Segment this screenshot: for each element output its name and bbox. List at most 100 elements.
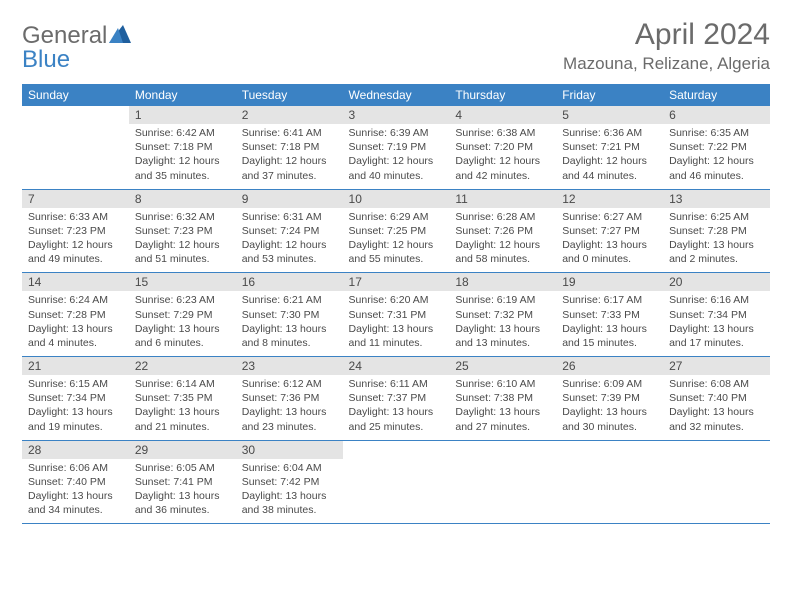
sunset-text: Sunset: 7:31 PM — [349, 308, 444, 322]
day-info: Sunrise: 6:15 AMSunset: 7:34 PMDaylight:… — [22, 375, 129, 440]
daylight-text: Daylight: 12 hours and 35 minutes. — [135, 154, 230, 182]
day-number: 12 — [556, 190, 663, 208]
day-number: 26 — [556, 357, 663, 375]
sunrise-text: Sunrise: 6:39 AM — [349, 126, 444, 140]
calendar-cell: 1Sunrise: 6:42 AMSunset: 7:18 PMDaylight… — [129, 106, 236, 189]
calendar-cell: 20Sunrise: 6:16 AMSunset: 7:34 PMDayligh… — [663, 273, 770, 357]
brand-logo: General Blue — [22, 24, 131, 72]
sunset-text: Sunset: 7:28 PM — [669, 224, 764, 238]
sunrise-text: Sunrise: 6:04 AM — [242, 461, 337, 475]
sunset-text: Sunset: 7:40 PM — [669, 391, 764, 405]
day-info: Sunrise: 6:16 AMSunset: 7:34 PMDaylight:… — [663, 291, 770, 356]
weekday-header: Thursday — [449, 84, 556, 106]
sunset-text: Sunset: 7:35 PM — [135, 391, 230, 405]
calendar-cell: 13Sunrise: 6:25 AMSunset: 7:28 PMDayligh… — [663, 189, 770, 273]
sunset-text: Sunset: 7:20 PM — [455, 140, 550, 154]
daylight-text: Daylight: 13 hours and 23 minutes. — [242, 405, 337, 433]
day-number: 28 — [22, 441, 129, 459]
month-title: April 2024 — [563, 18, 770, 52]
calendar-cell — [343, 440, 450, 524]
sunrise-text: Sunrise: 6:25 AM — [669, 210, 764, 224]
location-text: Mazouna, Relizane, Algeria — [563, 54, 770, 74]
calendar-cell: 7Sunrise: 6:33 AMSunset: 7:23 PMDaylight… — [22, 189, 129, 273]
day-info: Sunrise: 6:17 AMSunset: 7:33 PMDaylight:… — [556, 291, 663, 356]
sunrise-text: Sunrise: 6:05 AM — [135, 461, 230, 475]
day-number: 2 — [236, 106, 343, 124]
day-number: 3 — [343, 106, 450, 124]
sunrise-text: Sunrise: 6:35 AM — [669, 126, 764, 140]
day-number: 24 — [343, 357, 450, 375]
day-info: Sunrise: 6:36 AMSunset: 7:21 PMDaylight:… — [556, 124, 663, 189]
day-info: Sunrise: 6:31 AMSunset: 7:24 PMDaylight:… — [236, 208, 343, 273]
daylight-text: Daylight: 13 hours and 19 minutes. — [28, 405, 123, 433]
calendar-cell: 26Sunrise: 6:09 AMSunset: 7:39 PMDayligh… — [556, 357, 663, 441]
daylight-text: Daylight: 13 hours and 27 minutes. — [455, 405, 550, 433]
day-info: Sunrise: 6:32 AMSunset: 7:23 PMDaylight:… — [129, 208, 236, 273]
weekday-header: Monday — [129, 84, 236, 106]
sunset-text: Sunset: 7:21 PM — [562, 140, 657, 154]
weekday-header-row: SundayMondayTuesdayWednesdayThursdayFrid… — [22, 84, 770, 106]
calendar-week-row: 28Sunrise: 6:06 AMSunset: 7:40 PMDayligh… — [22, 440, 770, 524]
day-number: 10 — [343, 190, 450, 208]
sunset-text: Sunset: 7:23 PM — [135, 224, 230, 238]
day-info: Sunrise: 6:33 AMSunset: 7:23 PMDaylight:… — [22, 208, 129, 273]
calendar-cell: 17Sunrise: 6:20 AMSunset: 7:31 PMDayligh… — [343, 273, 450, 357]
daylight-text: Daylight: 13 hours and 36 minutes. — [135, 489, 230, 517]
calendar-cell — [663, 440, 770, 524]
daylight-text: Daylight: 13 hours and 17 minutes. — [669, 322, 764, 350]
daylight-text: Daylight: 12 hours and 46 minutes. — [669, 154, 764, 182]
calendar-cell: 19Sunrise: 6:17 AMSunset: 7:33 PMDayligh… — [556, 273, 663, 357]
empty-day — [556, 441, 663, 459]
calendar-cell — [556, 440, 663, 524]
day-number: 17 — [343, 273, 450, 291]
sunrise-text: Sunrise: 6:28 AM — [455, 210, 550, 224]
day-number: 25 — [449, 357, 556, 375]
daylight-text: Daylight: 13 hours and 15 minutes. — [562, 322, 657, 350]
day-number: 4 — [449, 106, 556, 124]
sunset-text: Sunset: 7:34 PM — [669, 308, 764, 322]
calendar-cell: 15Sunrise: 6:23 AMSunset: 7:29 PMDayligh… — [129, 273, 236, 357]
daylight-text: Daylight: 12 hours and 42 minutes. — [455, 154, 550, 182]
daylight-text: Daylight: 12 hours and 51 minutes. — [135, 238, 230, 266]
sunrise-text: Sunrise: 6:09 AM — [562, 377, 657, 391]
sunset-text: Sunset: 7:37 PM — [349, 391, 444, 405]
day-number: 27 — [663, 357, 770, 375]
daylight-text: Daylight: 12 hours and 37 minutes. — [242, 154, 337, 182]
day-number: 29 — [129, 441, 236, 459]
day-info: Sunrise: 6:42 AMSunset: 7:18 PMDaylight:… — [129, 124, 236, 189]
daylight-text: Daylight: 13 hours and 32 minutes. — [669, 405, 764, 433]
sunset-text: Sunset: 7:30 PM — [242, 308, 337, 322]
day-info: Sunrise: 6:41 AMSunset: 7:18 PMDaylight:… — [236, 124, 343, 189]
sunrise-text: Sunrise: 6:11 AM — [349, 377, 444, 391]
daylight-text: Daylight: 13 hours and 4 minutes. — [28, 322, 123, 350]
daylight-text: Daylight: 12 hours and 44 minutes. — [562, 154, 657, 182]
page-header: General Blue April 2024 Mazouna, Relizan… — [22, 18, 770, 74]
calendar-cell: 16Sunrise: 6:21 AMSunset: 7:30 PMDayligh… — [236, 273, 343, 357]
daylight-text: Daylight: 13 hours and 13 minutes. — [455, 322, 550, 350]
sunrise-text: Sunrise: 6:23 AM — [135, 293, 230, 307]
sunrise-text: Sunrise: 6:17 AM — [562, 293, 657, 307]
empty-day — [343, 441, 450, 459]
calendar-table: SundayMondayTuesdayWednesdayThursdayFrid… — [22, 84, 770, 524]
day-number: 19 — [556, 273, 663, 291]
sunrise-text: Sunrise: 6:29 AM — [349, 210, 444, 224]
sunset-text: Sunset: 7:29 PM — [135, 308, 230, 322]
sunset-text: Sunset: 7:18 PM — [242, 140, 337, 154]
day-info: Sunrise: 6:38 AMSunset: 7:20 PMDaylight:… — [449, 124, 556, 189]
weekday-header: Sunday — [22, 84, 129, 106]
day-info: Sunrise: 6:29 AMSunset: 7:25 PMDaylight:… — [343, 208, 450, 273]
sunset-text: Sunset: 7:34 PM — [28, 391, 123, 405]
sunset-text: Sunset: 7:24 PM — [242, 224, 337, 238]
calendar-cell: 30Sunrise: 6:04 AMSunset: 7:42 PMDayligh… — [236, 440, 343, 524]
daylight-text: Daylight: 13 hours and 8 minutes. — [242, 322, 337, 350]
sunset-text: Sunset: 7:39 PM — [562, 391, 657, 405]
sunset-text: Sunset: 7:28 PM — [28, 308, 123, 322]
day-info: Sunrise: 6:05 AMSunset: 7:41 PMDaylight:… — [129, 459, 236, 524]
sunset-text: Sunset: 7:27 PM — [562, 224, 657, 238]
daylight-text: Daylight: 13 hours and 25 minutes. — [349, 405, 444, 433]
calendar-cell: 21Sunrise: 6:15 AMSunset: 7:34 PMDayligh… — [22, 357, 129, 441]
day-number: 13 — [663, 190, 770, 208]
sunrise-text: Sunrise: 6:38 AM — [455, 126, 550, 140]
day-info: Sunrise: 6:08 AMSunset: 7:40 PMDaylight:… — [663, 375, 770, 440]
day-number: 20 — [663, 273, 770, 291]
